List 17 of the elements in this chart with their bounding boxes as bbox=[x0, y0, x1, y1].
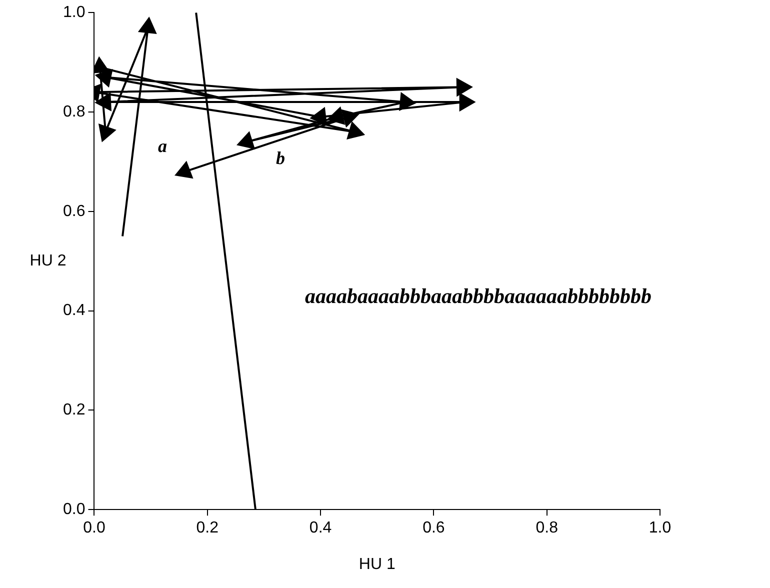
x-tick-label: 0.0 bbox=[83, 520, 106, 537]
y-tick-label: 1.0 bbox=[62, 4, 86, 22]
annotation: aaaabaaaabbbaaabbbbaaaaaabbbbbbbb bbox=[305, 284, 652, 309]
annotation: a bbox=[158, 136, 167, 157]
x-axis-title: HU 1 bbox=[358, 556, 396, 573]
x-tick-label: 0.2 bbox=[196, 520, 219, 537]
x-tick-label: 0.4 bbox=[309, 520, 332, 537]
y-axis-title: HU 2 bbox=[30, 252, 66, 270]
y-tick-label: 0.2 bbox=[62, 402, 86, 419]
y-tick-label: 0.0 bbox=[62, 501, 86, 518]
x-tick-label: 1.0 bbox=[648, 520, 672, 537]
y-tick-label: 0.4 bbox=[62, 302, 86, 320]
y-tick-label: 0.8 bbox=[62, 103, 86, 120]
x-tick-label: 0.6 bbox=[422, 520, 445, 537]
y-tick-label: 0.6 bbox=[62, 202, 86, 220]
x-tick-label: 0.8 bbox=[536, 520, 558, 537]
annotation: b bbox=[276, 148, 285, 169]
